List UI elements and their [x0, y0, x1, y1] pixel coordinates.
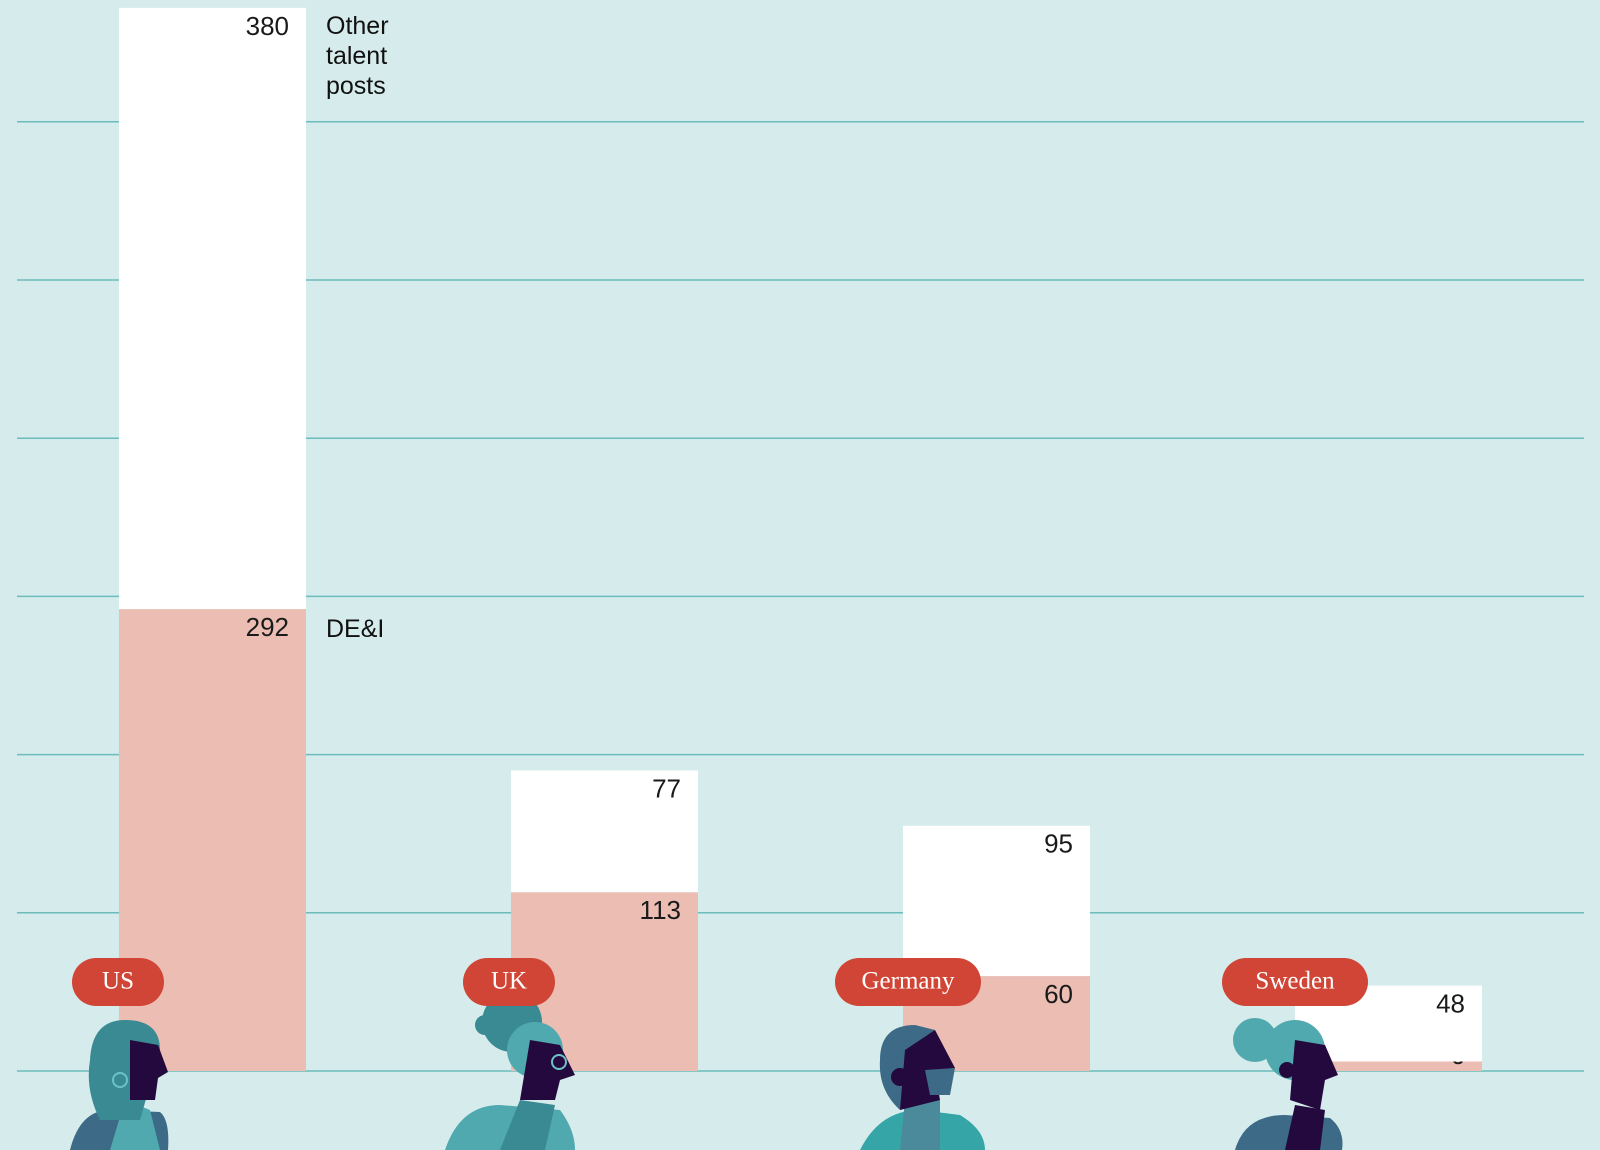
value-label: 48: [1436, 988, 1465, 1018]
person-illustration: [1233, 1018, 1343, 1150]
bar-segment: [1295, 1061, 1482, 1071]
country-pill: [72, 958, 164, 1006]
bar-segment: [119, 7, 306, 610]
x-tick-label: US: [102, 968, 134, 995]
country-labels: US UK Germany Sweden: [72, 958, 1368, 1006]
x-tick-label: Germany: [861, 968, 955, 995]
country-pill: [835, 958, 981, 1006]
country-pill: [1222, 958, 1368, 1006]
person-illustration: [70, 1020, 169, 1150]
series-label: Other talent posts: [326, 11, 389, 100]
series-label: DE&I: [326, 615, 385, 644]
illustrations: [70, 992, 1343, 1150]
bars: 292380113776095648: [119, 7, 1482, 1071]
x-tick-label: Sweden: [1255, 968, 1335, 995]
value-label: 77: [652, 773, 681, 803]
value-label: 60: [1044, 979, 1073, 1009]
bar-segment: [511, 770, 698, 893]
bar-segment: [903, 825, 1090, 977]
value-label: 292: [246, 612, 289, 642]
person-illustration: [860, 1025, 985, 1150]
value-label: 380: [246, 11, 289, 41]
person-illustration: [445, 992, 575, 1150]
value-label: 113: [640, 895, 681, 925]
country-pill: [463, 958, 555, 1006]
x-tick-label: UK: [491, 968, 527, 995]
value-label: 95: [1044, 829, 1073, 859]
